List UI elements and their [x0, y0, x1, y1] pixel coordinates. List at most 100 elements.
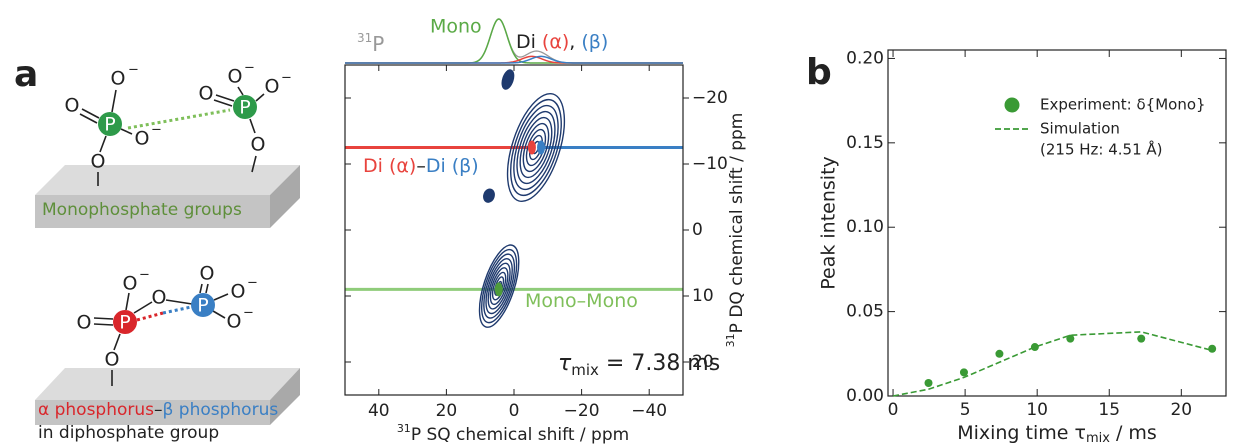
superscript: 31: [724, 333, 737, 347]
atom: O: [231, 281, 246, 303]
atom: O: [152, 287, 167, 309]
atom: O: [199, 83, 214, 105]
bond: [251, 155, 257, 173]
projection-peak: [345, 18, 683, 64]
phosphorus: [233, 95, 257, 119]
charge: −: [151, 123, 162, 138]
caption: in diphosphate group: [38, 423, 219, 443]
x-tick-label: 0: [509, 401, 520, 421]
atom: O: [105, 349, 120, 371]
bond: [199, 283, 203, 294]
distance: [136, 311, 164, 322]
atom: P: [197, 295, 208, 317]
bond: [237, 86, 244, 96]
x-tick-label: 5: [960, 400, 971, 420]
atom: O: [135, 128, 150, 150]
correlation-dot: [494, 282, 503, 297]
caption-part: β phosphorus: [163, 400, 279, 420]
surface-front: [35, 400, 270, 425]
contour: [522, 122, 550, 173]
y-tick-label: 0.00: [846, 386, 884, 406]
bond: [212, 310, 226, 319]
x-tick-label: 10: [1026, 400, 1048, 420]
atom: O: [65, 95, 80, 117]
atom: O: [200, 263, 215, 285]
contour: [480, 248, 518, 324]
surface-top: [35, 368, 300, 400]
contour: [506, 92, 566, 203]
label-part: Mono–Mono: [525, 290, 638, 312]
data-point: [1030, 343, 1039, 352]
charge: −: [247, 276, 258, 291]
plot-frame: [344, 64, 684, 396]
atom: O: [227, 311, 242, 333]
charge: −: [244, 61, 255, 76]
x-axis-title: 31P SQ chemical shift / ppm: [397, 422, 629, 444]
label-part: Di (β): [426, 155, 479, 177]
bond: [215, 94, 235, 102]
atom: O: [91, 151, 106, 173]
label-part: –: [416, 155, 426, 177]
contour: [478, 244, 520, 328]
atom: O: [123, 273, 138, 295]
x-tick-label: 20: [1170, 400, 1192, 420]
surface-front: [35, 195, 270, 228]
nucleus: P: [372, 32, 384, 56]
x-tick-label: 40: [368, 401, 390, 421]
caption: Monophosphate groups: [42, 200, 242, 220]
data-point: [1208, 344, 1217, 353]
projection-sum: [345, 18, 683, 64]
label-part: Di: [516, 31, 536, 53]
contour: [483, 253, 516, 319]
bond: [133, 301, 153, 314]
nucleus-label: 31P: [357, 31, 384, 56]
correlation-dot: [537, 140, 546, 155]
label-part: Di (α): [363, 155, 416, 177]
surface-side: [270, 368, 300, 425]
y-tick-label: 0.15: [846, 133, 884, 153]
superscript: 31: [357, 31, 372, 45]
contour: [519, 116, 553, 179]
charge: −: [139, 268, 150, 283]
bond: [113, 333, 121, 351]
symbol: τ: [558, 351, 572, 376]
legend-label: Simulation: [1040, 120, 1120, 138]
contour: [513, 104, 559, 191]
y-tick-label: 20: [692, 352, 714, 372]
panel-label: a: [14, 54, 38, 95]
y-tick-label: 0.05: [846, 302, 884, 322]
phosphorus-beta: [191, 293, 215, 317]
caption: α phosphorus–β phosphorus: [38, 400, 278, 420]
bond: [120, 128, 133, 135]
legend-label: Experiment: δ{Mono}: [1040, 96, 1206, 114]
simulation-line: [892, 331, 1213, 397]
bond: [93, 323, 114, 326]
atom: O: [77, 312, 92, 334]
atom: P: [119, 312, 130, 334]
contour: [485, 258, 513, 315]
bond: [213, 99, 233, 107]
bond: [165, 299, 193, 305]
data-point: [1137, 334, 1146, 343]
correlation-label: Di (α)–Di (β): [363, 155, 479, 177]
data-point: [959, 368, 968, 377]
charge: −: [243, 306, 254, 321]
label-part: (β): [581, 31, 608, 53]
subscript: mix: [571, 361, 599, 379]
x-tick-label: 20: [436, 401, 458, 421]
bond: [249, 118, 256, 134]
caption-part: –: [154, 400, 163, 420]
distance: [162, 305, 192, 315]
contour: [487, 262, 511, 310]
correlation-dot: [527, 140, 536, 155]
atom: O: [111, 68, 126, 90]
projection-label: Mono: [430, 16, 482, 38]
distance: [127, 108, 231, 130]
bond: [125, 292, 130, 311]
x-tick-label: −20: [564, 401, 600, 421]
y-tick-label: 0.10: [846, 217, 884, 237]
axis-title-text: Mixing time τ: [957, 422, 1086, 444]
bond: [111, 89, 117, 113]
x-tick-label: −40: [631, 401, 667, 421]
